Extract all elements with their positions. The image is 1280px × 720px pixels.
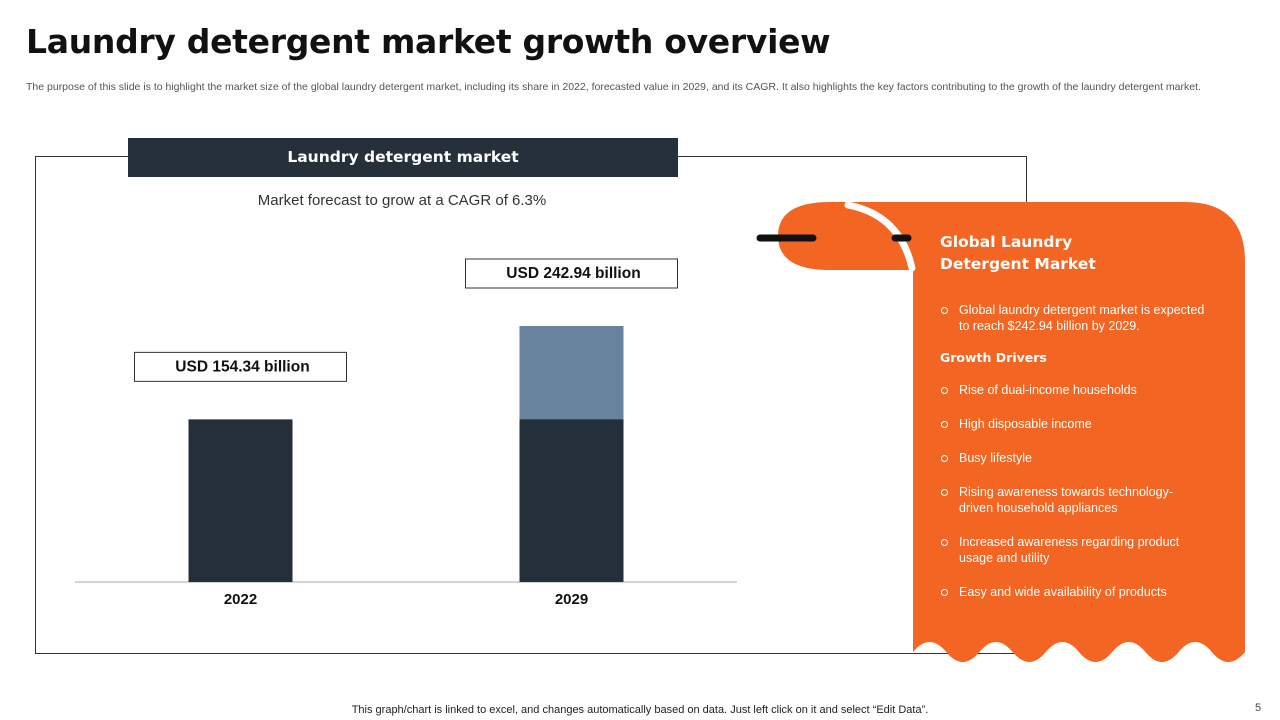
bars: USD 154.34 billion 2022 USD 242.94 billion… [134,258,678,608]
bar-base-level [519,419,624,582]
value-label-box [465,258,678,289]
drivers-heading: Growth Drivers [940,350,1047,365]
slide-subtitle: The purpose of this slide is to highligh… [26,81,1201,93]
chart-header [128,138,678,177]
scroll-highlight [844,201,916,272]
value-label: USD 154.34 billion [175,358,309,375]
panel-title: Global Laundry Detergent Market [940,233,1096,273]
bullet-item: Easy and wide availability of products [940,584,1207,600]
bullet-item: Global laundry detergent market is expec… [940,302,1207,334]
bar [188,419,293,582]
slide-title: Laundry detergent market growth overview [26,22,831,61]
bullet-item: Rise of dual-income households [940,382,1207,398]
bullet-item: High disposable income [940,416,1207,432]
chart-subtitle: Market forecast to grow at a CAGR of 6.3… [258,192,546,209]
x-tick-label: 2029 [555,591,588,608]
footer-note: This graph/chart is linked to excel, and… [351,704,929,716]
chart-title: Laundry detergent market [287,148,519,166]
value-label: USD 242.94 billion [506,265,640,282]
bullet-item: Increased awareness regarding product us… [940,534,1207,566]
value-label-box [134,351,347,382]
page-number: 5 [1255,702,1262,714]
drivers-list: Rise of dual-income households High dispo… [940,382,1207,618]
bullet-item: Busy lifestyle [940,450,1207,466]
bullet-item: Rising awareness towards technology-driv… [940,484,1207,516]
scroll-body [913,202,1245,662]
summary-list: Global laundry detergent market is expec… [940,302,1207,352]
x-tick-label: 2022 [224,591,257,608]
